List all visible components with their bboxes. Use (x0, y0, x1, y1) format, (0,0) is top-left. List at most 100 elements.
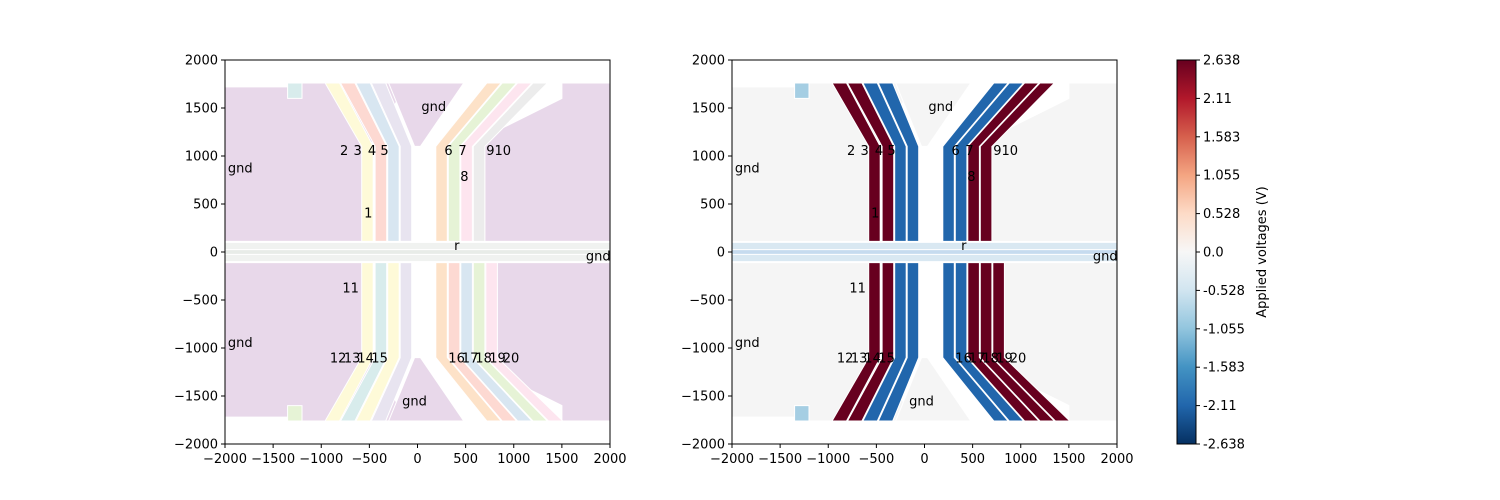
colorbar-tick-label: 2.11 (1203, 92, 1232, 107)
electrode-label: gnd (1093, 250, 1118, 265)
electrode-label: 15 (878, 351, 895, 366)
electrode-10 (472, 82, 549, 242)
x-tick-label: 0 (920, 452, 928, 467)
electrode-4 (355, 82, 400, 242)
electrode-label: gnd (909, 395, 934, 410)
electrode-label: 1 (364, 206, 372, 221)
electrode-2 (324, 82, 374, 242)
y-tick-label: −1500 (174, 390, 218, 405)
electrode-label: 6 (952, 144, 960, 159)
electrode-label: 4 (368, 144, 376, 159)
x-tick-label: −2000 (710, 452, 754, 467)
electrode-9 (967, 82, 1041, 242)
electrode-label: 3 (861, 144, 869, 159)
colorbar-tick-label: 0.0 (1203, 246, 1224, 261)
electrode-13 (339, 262, 388, 422)
electrode-label: 10 (1002, 144, 1019, 159)
electrode-label: 18 (475, 351, 492, 366)
electrode-12 (324, 262, 374, 422)
electrode-label: r (454, 239, 460, 254)
electrode-label: 1 (871, 206, 879, 221)
y-tick-label: −1000 (174, 342, 218, 357)
y-tick-label: −1500 (681, 390, 725, 405)
electrode-10 (979, 82, 1056, 242)
y-tick-label: 500 (700, 198, 725, 213)
electrode-label: 20 (1010, 351, 1027, 366)
x-tick-label: 1500 (545, 452, 578, 467)
corner-pad-bottom-left (287, 405, 303, 422)
electrode-5 (370, 82, 413, 242)
electrode-4 (862, 82, 907, 242)
corner-pad-top-left (287, 82, 303, 99)
electrode-label: 9 (993, 144, 1001, 159)
electrode-label: 16 (448, 351, 465, 366)
y-tick-label: 1000 (692, 150, 725, 165)
x-tick-label: 500 (960, 452, 985, 467)
y-tick-label: 500 (193, 198, 218, 213)
electrode-15 (877, 262, 920, 422)
y-tick-label: 0 (717, 246, 725, 261)
y-tick-label: 1500 (185, 102, 218, 117)
colorbar-tick-label: -2.11 (1203, 399, 1237, 414)
electrode-9 (460, 82, 534, 242)
ground-plane-bottom-center (894, 357, 972, 422)
x-tick-label: −1000 (299, 452, 343, 467)
electrode-label: 17 (462, 351, 479, 366)
x-tick-label: −1000 (806, 452, 850, 467)
electrode-2 (831, 82, 881, 242)
x-tick-label: 0 (413, 452, 421, 467)
colorbar-label: Applied voltages (V) (1255, 186, 1270, 318)
colorbar-tick-label: -1.055 (1203, 322, 1245, 337)
electrode-label: 9 (486, 144, 494, 159)
x-tick-label: −500 (352, 452, 388, 467)
electrode-5 (877, 82, 920, 242)
x-tick-label: −500 (859, 452, 895, 467)
electrode-13 (846, 262, 895, 422)
x-axis: −2000 −1500 −1000 −500 0 500 1000 1500 2000 (203, 444, 627, 467)
colorbar-tick-label: -0.528 (1203, 284, 1245, 299)
electrode-label: 13 (344, 351, 361, 366)
x-tick-label: 1500 (1052, 452, 1085, 467)
electrode-label: 17 (969, 351, 986, 366)
y-tick-label: 1500 (692, 102, 725, 117)
electrode-label: 11 (849, 281, 866, 296)
electrode-label: 5 (380, 144, 388, 159)
electrode-12 (831, 262, 881, 422)
electrode-7 (447, 82, 518, 242)
electrode-label: gnd (735, 161, 760, 176)
electrode-shapes (225, 82, 610, 422)
electrode-label: 7 (458, 144, 466, 159)
y-tick-label: 1000 (185, 150, 218, 165)
electrode-label: 7 (965, 144, 973, 159)
electrode-label: 12 (837, 351, 854, 366)
electrode-6 (435, 82, 503, 242)
electrode-label: 2 (340, 144, 348, 159)
electrode-17 (447, 262, 518, 422)
y-axis: −2000 −1500 −1000 −500 0 500 1000 1500 2000 (681, 54, 732, 453)
electrode-label: gnd (228, 336, 253, 351)
x-tick-label: 2000 (593, 452, 626, 467)
electrode-label: 15 (371, 351, 388, 366)
electrode-label: r (961, 239, 967, 254)
colorbar-ticks: 2.638 2.11 1.583 1.055 0.528 0.0 -0.528 -1.055 -… (1196, 54, 1245, 453)
rf-rail-center (732, 249, 1117, 255)
y-axis: −2000 −1500 −1000 −500 0 500 1000 1500 2000 (174, 54, 225, 453)
y-tick-label: 0 (210, 246, 218, 261)
ground-plane-top-center (387, 82, 465, 147)
electrode-17 (954, 262, 1025, 422)
electrode-14 (862, 262, 907, 422)
electrode-label: 19 (489, 351, 506, 366)
electrode-label: gnd (421, 100, 446, 115)
electrode-3 (846, 82, 895, 242)
electrode-label: gnd (586, 250, 611, 265)
colorbar-tick-label: -2.638 (1203, 438, 1245, 453)
electrode-label: gnd (402, 395, 427, 410)
y-tick-label: 2000 (185, 54, 218, 69)
y-tick-label: −500 (689, 294, 725, 309)
electrode-label: gnd (735, 336, 760, 351)
x-tick-label: 1000 (1004, 452, 1037, 467)
